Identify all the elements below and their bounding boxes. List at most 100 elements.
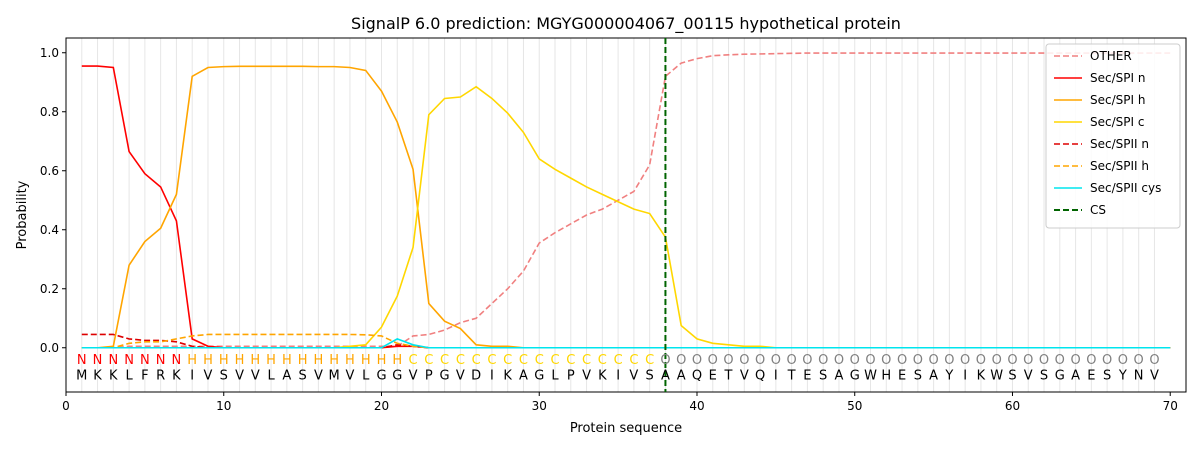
residue-letter: A xyxy=(677,369,686,384)
region-label: N xyxy=(108,353,118,368)
x-tick-label: 20 xyxy=(374,399,389,413)
residue-letter: A xyxy=(835,369,844,384)
residue-letter: Q xyxy=(692,369,702,384)
region-label: C xyxy=(550,353,559,368)
x-tick-label: 70 xyxy=(1163,399,1178,413)
region-label: O xyxy=(723,353,733,368)
residue-letter: A xyxy=(519,369,528,384)
region-label: O xyxy=(1070,353,1080,368)
residue-letter: W xyxy=(990,369,1003,384)
residue-letter: I xyxy=(190,369,194,384)
region-label: O xyxy=(897,353,907,368)
region-label: H xyxy=(298,353,308,368)
region-label: H xyxy=(345,353,355,368)
region-label: C xyxy=(472,353,481,368)
residue-letter: G xyxy=(440,369,450,384)
residue-letter: T xyxy=(724,369,733,384)
region-label: N xyxy=(156,353,166,368)
residue-letter: I xyxy=(616,369,620,384)
residue-letter: G xyxy=(376,369,386,384)
region-label: O xyxy=(787,353,797,368)
residue-letter: G xyxy=(534,369,544,384)
residue-letter: V xyxy=(345,369,354,384)
residue-letter: V xyxy=(582,369,591,384)
region-label: O xyxy=(850,353,860,368)
residue-letter: A xyxy=(929,369,938,384)
residue-letter: L xyxy=(362,369,370,384)
residue-letter: V xyxy=(235,369,244,384)
region-label: H xyxy=(250,353,260,368)
residue-letter: S xyxy=(914,369,922,384)
y-tick-label: 0.6 xyxy=(40,164,59,178)
region-label: C xyxy=(424,353,433,368)
region-label: O xyxy=(1149,353,1159,368)
residue-letter: V xyxy=(204,369,213,384)
residue-letter: T xyxy=(787,369,796,384)
region-label: C xyxy=(456,353,465,368)
region-label: O xyxy=(692,353,702,368)
region-label: H xyxy=(235,353,245,368)
x-axis-label: Protein sequence xyxy=(570,421,682,436)
x-tick-label: 0 xyxy=(62,399,70,413)
region-label: C xyxy=(582,353,591,368)
residue-letter: F xyxy=(141,369,148,384)
legend-label: Sec/SPII n xyxy=(1090,137,1149,151)
legend-box xyxy=(1045,43,1181,229)
residue-letter: L xyxy=(551,369,559,384)
y-axis-ticks: 0.0 0.2 0.4 0.6 0.8 1.0 xyxy=(40,46,66,355)
region-label: N xyxy=(93,353,103,368)
legend-label: Sec/SPI c xyxy=(1090,115,1144,129)
residue-letter: L xyxy=(267,369,275,384)
region-label: C xyxy=(440,353,449,368)
sequence-annotations: NMNKNKNLNFNRNKHIHVHSHVHVHLHAHSHVHMHVHLHG… xyxy=(76,353,1159,384)
residue-letter: A xyxy=(1071,369,1080,384)
legend-label: Sec/SPI n xyxy=(1090,71,1145,85)
residue-letter: V xyxy=(740,369,749,384)
region-label: O xyxy=(928,353,938,368)
y-tick-label: 0.4 xyxy=(40,223,59,237)
series-lines xyxy=(81,52,1171,349)
residue-letter: Y xyxy=(944,369,953,384)
residue-letter: M xyxy=(329,369,340,384)
residue-letter: G xyxy=(392,369,402,384)
series-line-sec-spi-n xyxy=(81,65,1171,349)
region-label: O xyxy=(913,353,923,368)
residue-letter: W xyxy=(864,369,877,384)
x-tick-label: 50 xyxy=(847,399,862,413)
region-label: H xyxy=(282,353,292,368)
residue-letter: S xyxy=(1008,369,1016,384)
residue-letter: R xyxy=(156,369,165,384)
region-label: O xyxy=(771,353,781,368)
region-label: H xyxy=(187,353,197,368)
region-label: O xyxy=(976,353,986,368)
region-label: O xyxy=(676,353,686,368)
region-label: O xyxy=(1118,353,1128,368)
legend-label: Sec/SPI h xyxy=(1090,93,1145,107)
grid-lines xyxy=(81,38,1155,392)
residue-letter: I xyxy=(490,369,494,384)
residue-letter: A xyxy=(282,369,291,384)
region-label: N xyxy=(140,353,150,368)
residue-letter: S xyxy=(646,369,654,384)
region-label: O xyxy=(1039,353,1049,368)
series-line-sec-spi-h xyxy=(81,65,1171,349)
series-line-other xyxy=(81,52,1171,349)
residue-letter: K xyxy=(109,369,118,384)
region-label: O xyxy=(818,353,828,368)
y-axis-label: Probability xyxy=(15,180,30,249)
x-tick-label: 30 xyxy=(532,399,547,413)
region-label: O xyxy=(1055,353,1065,368)
region-label: O xyxy=(755,353,765,368)
plot-area-frame xyxy=(65,37,1187,393)
legend-label: Sec/SPII h xyxy=(1090,159,1149,173)
residue-letter: Y xyxy=(1118,369,1127,384)
residue-letter: E xyxy=(1087,369,1095,384)
y-tick-label: 0.8 xyxy=(40,105,59,119)
residue-letter: S xyxy=(220,369,228,384)
residue-letter: E xyxy=(709,369,717,384)
region-label: C xyxy=(566,353,575,368)
region-label: C xyxy=(645,353,654,368)
region-label: H xyxy=(392,353,402,368)
region-label: N xyxy=(124,353,134,368)
